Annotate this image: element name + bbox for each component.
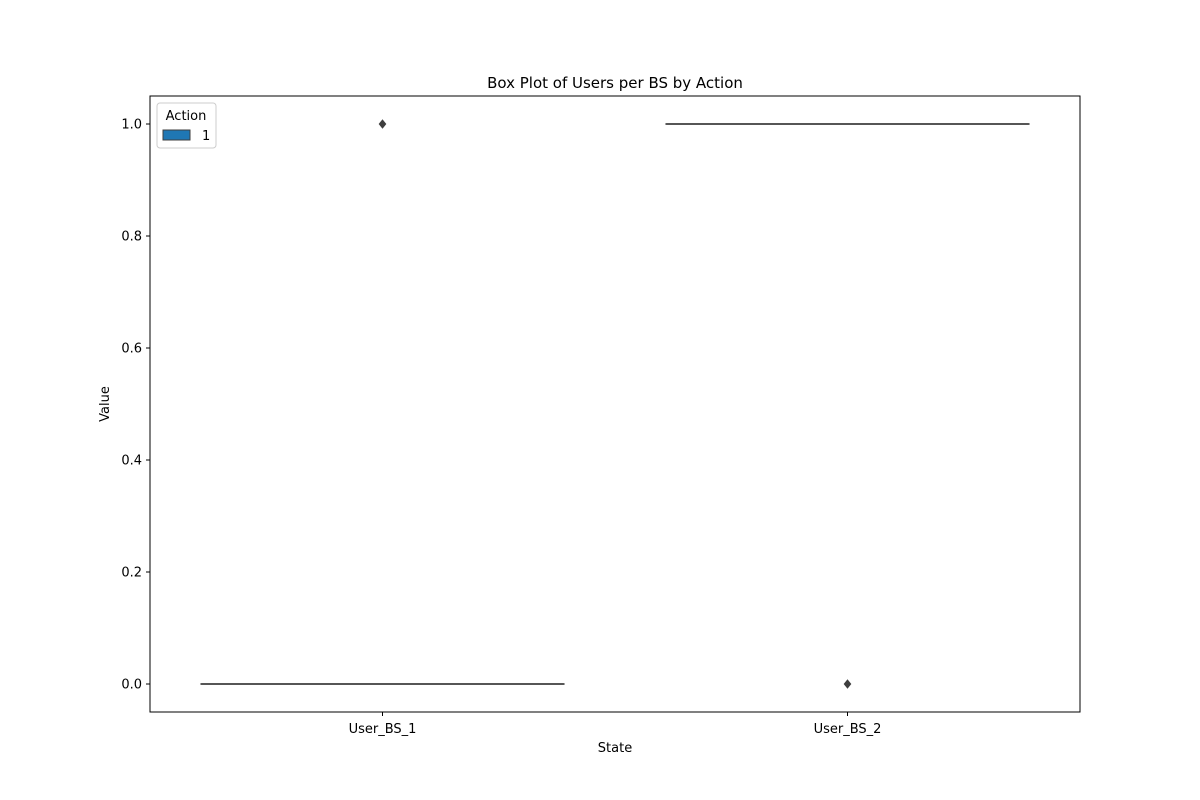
legend-title: Action	[166, 109, 207, 124]
x-axis: User_BS_1 User_BS_2	[349, 712, 882, 737]
y-axis-label: Value	[98, 386, 113, 422]
plot-frame	[149, 95, 1081, 713]
x-axis-label: State	[598, 741, 632, 756]
legend: Action 1	[156, 102, 217, 149]
y-tick-label: 0.8	[121, 230, 142, 245]
legend-entry-label: 1	[202, 129, 210, 144]
y-tick-label: 0.0	[121, 678, 142, 693]
outlier-point	[378, 119, 387, 129]
y-tick-label: 0.4	[121, 454, 142, 469]
x-tick-label: User_BS_1	[349, 722, 417, 737]
y-axis: 0.0 0.2 0.4 0.6 0.8 1.0	[121, 118, 150, 693]
chart-title: Box Plot of Users per BS by Action	[487, 74, 743, 92]
x-tick-label: User_BS_2	[814, 722, 882, 737]
plot-area	[150, 96, 1080, 712]
y-tick-label: 1.0	[121, 118, 142, 133]
legend-swatch	[162, 129, 191, 141]
outlier-point	[843, 679, 852, 689]
chart-marks	[200, 119, 1030, 689]
y-tick-label: 0.2	[121, 566, 142, 581]
y-tick-label: 0.6	[121, 342, 142, 357]
